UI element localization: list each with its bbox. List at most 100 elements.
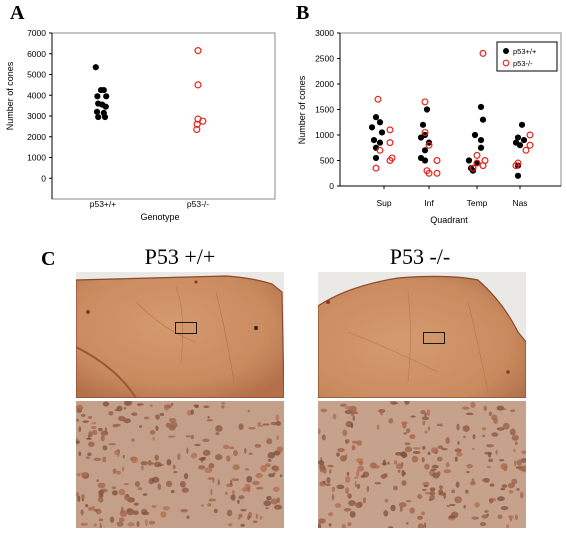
stained-cone	[510, 409, 516, 413]
stained-cone	[392, 485, 398, 491]
chart-a-category-label: p53-/-	[187, 199, 209, 209]
stained-cone	[511, 434, 519, 441]
stained-cone	[231, 478, 240, 482]
stained-cone	[76, 418, 79, 422]
stained-cone	[445, 437, 450, 445]
stained-cone	[483, 405, 488, 411]
stained-cone	[384, 473, 387, 476]
stained-cone	[279, 474, 283, 478]
stained-cone	[465, 489, 469, 494]
stained-cone	[383, 510, 389, 517]
stained-cone	[267, 452, 276, 459]
stained-cone	[454, 448, 462, 453]
stained-cone	[404, 442, 411, 446]
stained-cone	[431, 464, 439, 469]
stained-cone	[466, 463, 473, 469]
chart-a-plot-frame	[51, 32, 276, 200]
stained-cone	[276, 497, 281, 504]
stained-cone	[270, 498, 279, 505]
stained-cone	[260, 465, 268, 472]
stained-cone	[371, 464, 380, 469]
stained-cone	[138, 425, 143, 428]
stained-cone	[395, 463, 403, 470]
stained-cone	[97, 482, 106, 489]
chart-b-point-wildtype	[417, 134, 425, 141]
stained-cone	[153, 461, 162, 468]
stained-cone	[326, 477, 331, 484]
stained-cone	[508, 515, 514, 519]
stained-cone	[486, 465, 491, 469]
stained-cone	[233, 449, 238, 457]
stained-cone	[495, 450, 498, 455]
stained-cone	[446, 504, 451, 507]
chart-b-point-wildtype	[421, 157, 429, 164]
stained-cone	[462, 425, 470, 432]
chart-b-point-knockout	[386, 157, 394, 165]
stained-cone	[424, 463, 430, 470]
stained-cone	[340, 403, 347, 407]
stained-cone	[341, 523, 346, 528]
stained-cone	[78, 451, 82, 457]
chart-a-genotype-scatter: Number of cones Genotype 0 1000 2000 3000 40…	[5, 28, 276, 222]
chart-a-point-wildtype	[101, 113, 109, 121]
stained-cone	[481, 514, 489, 519]
stained-cone	[100, 430, 109, 436]
stained-cone	[77, 495, 81, 503]
stained-cone	[497, 496, 505, 502]
chart-b-point-knockout	[386, 126, 394, 134]
stained-cone	[347, 522, 352, 527]
stained-cone	[112, 424, 117, 428]
chart-b-y-axis-title: Number of cones	[297, 75, 307, 144]
stained-cone	[132, 510, 139, 516]
stained-cone	[275, 414, 280, 422]
stained-cone	[123, 407, 127, 410]
chart-b-point-knockout	[425, 141, 433, 149]
stained-cone	[334, 503, 342, 508]
chart-b-quadrant-scatter: Number of cones Quadrant 0 500 1000 1500 200…	[297, 28, 562, 225]
stained-cone	[112, 490, 118, 496]
stained-cone	[149, 429, 156, 435]
stained-cone	[387, 461, 390, 465]
stained-cone	[247, 515, 250, 520]
stained-cone	[427, 451, 431, 456]
stained-cone	[80, 509, 84, 516]
stained-cone	[423, 522, 427, 528]
stained-cone	[102, 401, 110, 407]
stained-cone	[256, 486, 264, 490]
stained-cone	[142, 493, 148, 496]
stained-cone	[500, 487, 506, 491]
stained-cone	[108, 442, 116, 446]
stained-cone	[329, 468, 332, 474]
cone-stain-texture	[318, 401, 526, 528]
stained-cone	[401, 480, 407, 486]
stained-cone	[149, 404, 153, 407]
chart-a-y-tick-label: 5000	[27, 70, 46, 80]
chart-b-category-label: Inf	[424, 198, 434, 208]
stained-cone	[321, 434, 326, 441]
stained-cone	[491, 414, 498, 421]
chart-b-point-wildtype	[378, 129, 386, 136]
photo-title-knockout: P53 -/-	[389, 244, 451, 269]
photo-title-wildtype: P53 +/+	[144, 244, 216, 269]
stained-cone	[179, 481, 186, 488]
stained-cone	[499, 459, 505, 462]
stained-cone	[231, 489, 235, 495]
stained-cone	[248, 426, 256, 430]
stained-cone	[181, 487, 189, 493]
stained-cone	[91, 505, 95, 511]
stained-cone	[328, 512, 334, 517]
chart-b-point-knockout	[473, 159, 481, 167]
stained-cone	[401, 421, 408, 425]
stained-cone	[116, 470, 121, 475]
stained-cone	[337, 448, 345, 453]
chart-a-point-wildtype	[95, 113, 102, 121]
stained-cone	[384, 498, 389, 503]
stained-cone	[421, 511, 425, 516]
stained-cone	[76, 473, 81, 477]
chart-b-point-wildtype	[419, 121, 427, 128]
stained-cone	[399, 506, 403, 512]
stained-cone	[272, 465, 280, 472]
stained-cone	[420, 409, 426, 415]
stained-cone	[93, 457, 102, 462]
retina-flatmount-wildtype-low-mag	[76, 272, 284, 398]
